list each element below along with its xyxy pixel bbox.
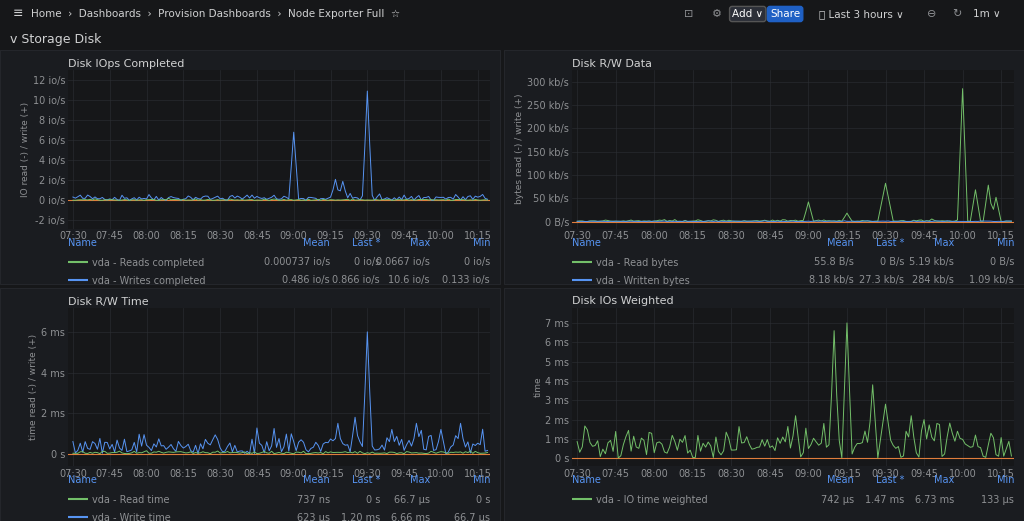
Text: vda - IO time weighted: vda - IO time weighted <box>596 495 708 505</box>
Text: Min: Min <box>996 238 1014 247</box>
Text: 0.0667 io/s: 0.0667 io/s <box>376 257 430 267</box>
Text: 10.6 io/s: 10.6 io/s <box>388 276 430 286</box>
Text: Mean: Mean <box>303 238 330 247</box>
Text: Mean: Mean <box>827 475 854 485</box>
Text: ⚙: ⚙ <box>712 9 722 19</box>
Text: 133 μs: 133 μs <box>981 495 1014 505</box>
Text: Disk R/W Data: Disk R/W Data <box>572 59 652 69</box>
Text: 5.19 kb/s: 5.19 kb/s <box>909 257 954 267</box>
Text: vda - Read time: vda - Read time <box>92 495 170 505</box>
Text: 1.47 ms: 1.47 ms <box>864 495 904 505</box>
Text: ↻: ↻ <box>952 9 962 19</box>
Text: 0 s: 0 s <box>366 495 380 505</box>
Text: 0.133 io/s: 0.133 io/s <box>442 276 490 286</box>
Text: 0 B/s: 0 B/s <box>989 257 1014 267</box>
Text: 0 io/s: 0 io/s <box>464 257 490 267</box>
Text: Last *: Last * <box>351 475 380 485</box>
Text: v Storage Disk: v Storage Disk <box>10 32 101 45</box>
Y-axis label: time: time <box>534 377 543 397</box>
Text: 6.73 ms: 6.73 ms <box>914 495 954 505</box>
Text: 0 s: 0 s <box>475 495 490 505</box>
Text: Last *: Last * <box>351 238 380 247</box>
Text: 0 B/s: 0 B/s <box>880 257 904 267</box>
Text: vda - Writes completed: vda - Writes completed <box>92 276 206 286</box>
Text: Mean: Mean <box>827 238 854 247</box>
Text: Min: Min <box>472 475 490 485</box>
Text: 623 μs: 623 μs <box>297 513 330 521</box>
Text: 0.866 io/s: 0.866 io/s <box>333 276 380 286</box>
Text: Disk IOps Completed: Disk IOps Completed <box>68 59 184 69</box>
Text: 1.20 ms: 1.20 ms <box>341 513 380 521</box>
Text: Name: Name <box>68 238 97 247</box>
Text: Name: Name <box>68 475 97 485</box>
Text: 1m ∨: 1m ∨ <box>973 9 1000 19</box>
Text: Home  ›  Dashboards  ›  Provision Dashboards  ›  Node Exporter Full  ☆: Home › Dashboards › Provision Dashboards… <box>31 9 399 19</box>
Text: Mean: Mean <box>303 475 330 485</box>
Text: Name: Name <box>572 475 601 485</box>
Text: vda - Read bytes: vda - Read bytes <box>596 257 678 267</box>
Text: Share: Share <box>770 9 800 19</box>
Text: Min: Min <box>996 475 1014 485</box>
Text: 55.8 B/s: 55.8 B/s <box>814 257 854 267</box>
Text: Max: Max <box>934 238 954 247</box>
Text: 66.7 μs: 66.7 μs <box>394 495 430 505</box>
Text: Add ∨: Add ∨ <box>732 9 763 19</box>
Text: 0 io/s: 0 io/s <box>353 257 380 267</box>
Text: 27.3 kb/s: 27.3 kb/s <box>859 276 904 286</box>
Text: Max: Max <box>410 238 430 247</box>
Text: vda - Written bytes: vda - Written bytes <box>596 276 690 286</box>
Text: ⏱ Last 3 hours ∨: ⏱ Last 3 hours ∨ <box>819 9 904 19</box>
Text: vda - Write time: vda - Write time <box>92 513 171 521</box>
Text: Disk IOs Weighted: Disk IOs Weighted <box>572 296 674 306</box>
Text: 66.7 μs: 66.7 μs <box>454 513 490 521</box>
Text: 6.66 ms: 6.66 ms <box>391 513 430 521</box>
Text: 737 ns: 737 ns <box>297 495 330 505</box>
Text: Disk R/W Time: Disk R/W Time <box>68 296 148 306</box>
Y-axis label: IO read (-) / write (+): IO read (-) / write (+) <box>20 102 30 197</box>
Text: Name: Name <box>572 238 601 247</box>
Text: ≡: ≡ <box>12 7 23 20</box>
Text: 284 kb/s: 284 kb/s <box>912 276 954 286</box>
Text: 8.18 kb/s: 8.18 kb/s <box>809 276 854 286</box>
Text: vda - Reads completed: vda - Reads completed <box>92 257 204 267</box>
Text: 0.000737 io/s: 0.000737 io/s <box>264 257 330 267</box>
Text: 0.486 io/s: 0.486 io/s <box>283 276 330 286</box>
Text: Max: Max <box>410 475 430 485</box>
Y-axis label: bytes read (-) / write (+): bytes read (-) / write (+) <box>515 94 524 205</box>
Text: Last *: Last * <box>876 238 904 247</box>
Text: 1.09 kb/s: 1.09 kb/s <box>970 276 1014 286</box>
Text: ⊖: ⊖ <box>927 9 936 19</box>
Text: Min: Min <box>472 238 490 247</box>
Y-axis label: time read (-) / write (+): time read (-) / write (+) <box>30 333 39 440</box>
Text: Last *: Last * <box>876 475 904 485</box>
Text: Max: Max <box>934 475 954 485</box>
Text: 742 μs: 742 μs <box>821 495 854 505</box>
Text: ⊡: ⊡ <box>684 9 693 19</box>
